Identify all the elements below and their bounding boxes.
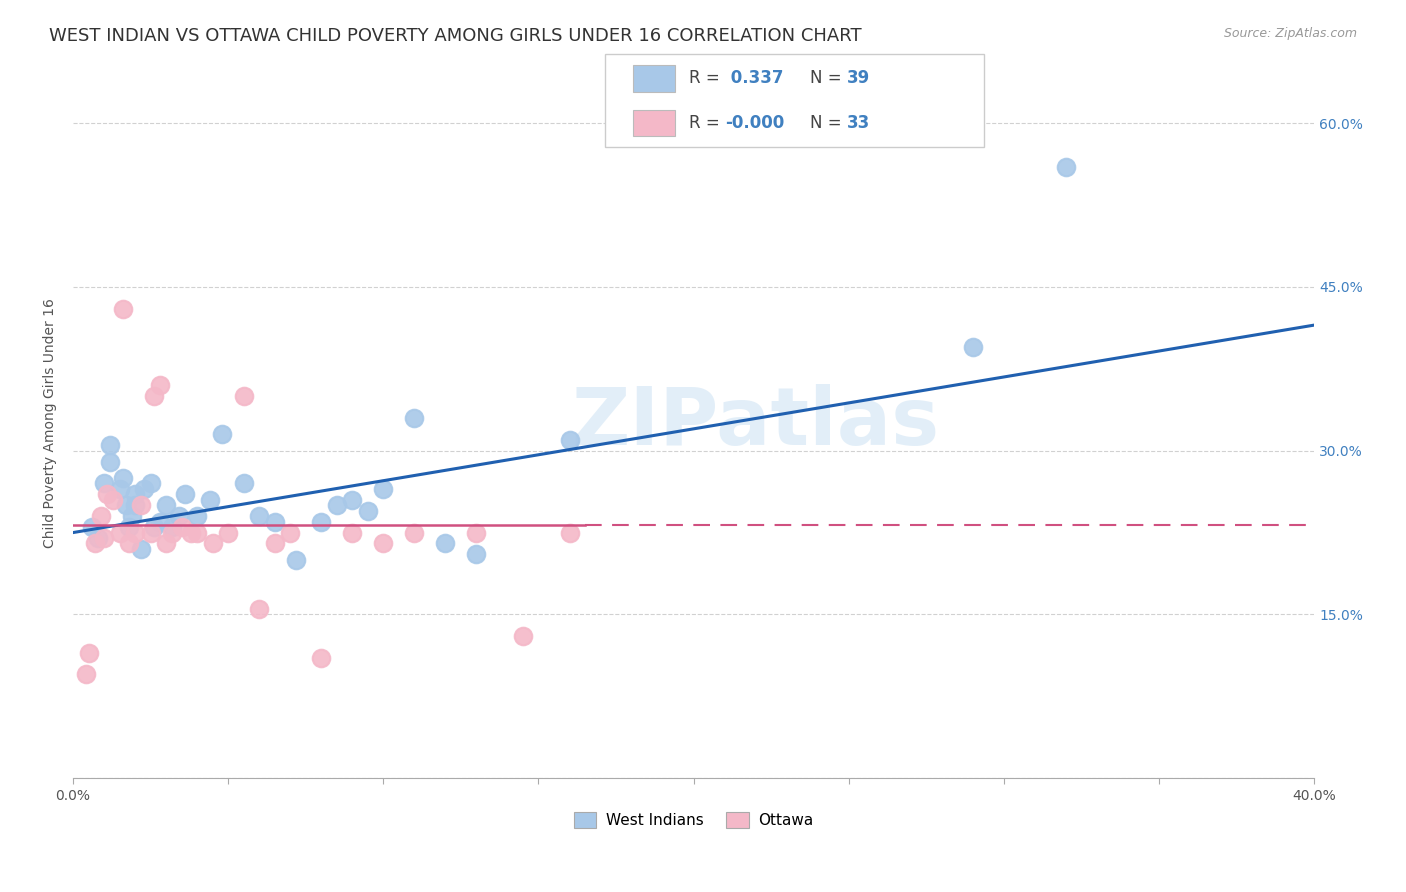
Point xyxy=(93,476,115,491)
Point xyxy=(232,389,254,403)
Point xyxy=(1054,160,1077,174)
Point xyxy=(217,525,239,540)
Point xyxy=(96,487,118,501)
Point xyxy=(108,525,131,540)
Point xyxy=(118,536,141,550)
Point xyxy=(263,536,285,550)
Text: Source: ZipAtlas.com: Source: ZipAtlas.com xyxy=(1223,27,1357,40)
Point xyxy=(121,509,143,524)
Text: N =: N = xyxy=(810,114,846,132)
Point xyxy=(124,498,146,512)
Point xyxy=(962,340,984,354)
Point xyxy=(198,492,221,507)
Point xyxy=(342,492,364,507)
Text: -0.000: -0.000 xyxy=(725,114,785,132)
Point xyxy=(278,525,301,540)
Point xyxy=(465,525,488,540)
Point xyxy=(111,301,134,316)
Text: N =: N = xyxy=(810,70,846,87)
Text: 33: 33 xyxy=(846,114,870,132)
Point xyxy=(558,525,581,540)
Point xyxy=(263,515,285,529)
Point xyxy=(142,389,165,403)
Point xyxy=(142,520,165,534)
Y-axis label: Child Poverty Among Girls Under 16: Child Poverty Among Girls Under 16 xyxy=(44,299,58,549)
Point xyxy=(162,520,184,534)
Point xyxy=(139,525,162,540)
Text: WEST INDIAN VS OTTAWA CHILD POVERTY AMONG GIRLS UNDER 16 CORRELATION CHART: WEST INDIAN VS OTTAWA CHILD POVERTY AMON… xyxy=(49,27,862,45)
Point xyxy=(103,492,125,507)
Point xyxy=(124,487,146,501)
Point xyxy=(232,476,254,491)
Point xyxy=(357,504,380,518)
Point xyxy=(90,509,112,524)
Point xyxy=(186,509,208,524)
Point xyxy=(311,651,333,665)
Point xyxy=(167,509,190,524)
Point xyxy=(131,541,153,556)
Point xyxy=(98,438,121,452)
Point xyxy=(558,433,581,447)
Point xyxy=(98,454,121,468)
Point xyxy=(180,525,202,540)
Point xyxy=(111,471,134,485)
Point xyxy=(326,498,349,512)
Point xyxy=(247,509,270,524)
Point xyxy=(108,482,131,496)
Point xyxy=(162,525,184,540)
Point xyxy=(201,536,224,550)
Point xyxy=(155,498,177,512)
Text: R =: R = xyxy=(689,70,725,87)
Point xyxy=(404,525,426,540)
Point xyxy=(83,536,105,550)
Point xyxy=(173,487,195,501)
Text: 0.337: 0.337 xyxy=(725,70,785,87)
Point xyxy=(155,536,177,550)
Text: R =: R = xyxy=(689,114,725,132)
Text: 39: 39 xyxy=(846,70,870,87)
Point xyxy=(124,525,146,540)
Point xyxy=(211,427,233,442)
Point xyxy=(80,520,103,534)
Point xyxy=(93,531,115,545)
Point xyxy=(118,520,141,534)
Point xyxy=(434,536,457,550)
Point xyxy=(149,378,172,392)
Point xyxy=(75,667,97,681)
Point xyxy=(373,536,395,550)
Point xyxy=(114,498,136,512)
Point xyxy=(342,525,364,540)
Point xyxy=(87,531,110,545)
Point xyxy=(149,515,172,529)
Point xyxy=(465,548,488,562)
Point xyxy=(139,476,162,491)
Point xyxy=(512,629,534,643)
Point xyxy=(404,411,426,425)
Point xyxy=(77,646,100,660)
Point xyxy=(170,520,193,534)
Point xyxy=(134,482,156,496)
Point xyxy=(247,602,270,616)
Point xyxy=(373,482,395,496)
Point xyxy=(311,515,333,529)
Point xyxy=(186,525,208,540)
Point xyxy=(285,553,308,567)
Text: ZIPatlas: ZIPatlas xyxy=(572,384,939,462)
Legend: West Indians, Ottawa: West Indians, Ottawa xyxy=(568,806,820,834)
Point xyxy=(131,498,153,512)
